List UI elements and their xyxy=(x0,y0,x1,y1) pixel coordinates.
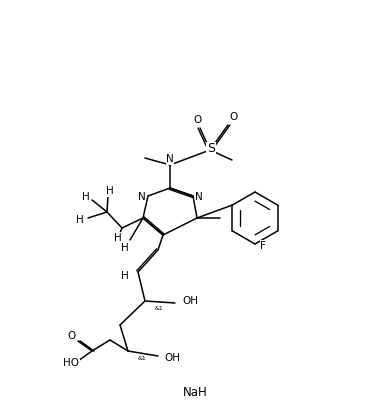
Text: H: H xyxy=(114,233,122,243)
Text: H: H xyxy=(106,186,114,196)
Text: HO: HO xyxy=(63,358,79,368)
Text: S: S xyxy=(207,142,215,155)
Text: N: N xyxy=(195,192,203,202)
Text: F: F xyxy=(260,241,266,251)
Text: O: O xyxy=(229,112,237,122)
Text: OH: OH xyxy=(164,353,180,363)
Text: OH: OH xyxy=(182,296,198,306)
Text: H: H xyxy=(76,215,84,225)
Text: NaH: NaH xyxy=(183,386,207,399)
Text: H: H xyxy=(121,243,129,253)
Text: N: N xyxy=(166,154,174,164)
Text: O: O xyxy=(68,331,76,341)
Text: H: H xyxy=(82,192,90,202)
Text: &1: &1 xyxy=(138,357,147,361)
Text: O: O xyxy=(193,115,201,125)
Text: &1: &1 xyxy=(155,306,164,310)
Text: H: H xyxy=(121,271,129,281)
Text: N: N xyxy=(138,192,146,202)
